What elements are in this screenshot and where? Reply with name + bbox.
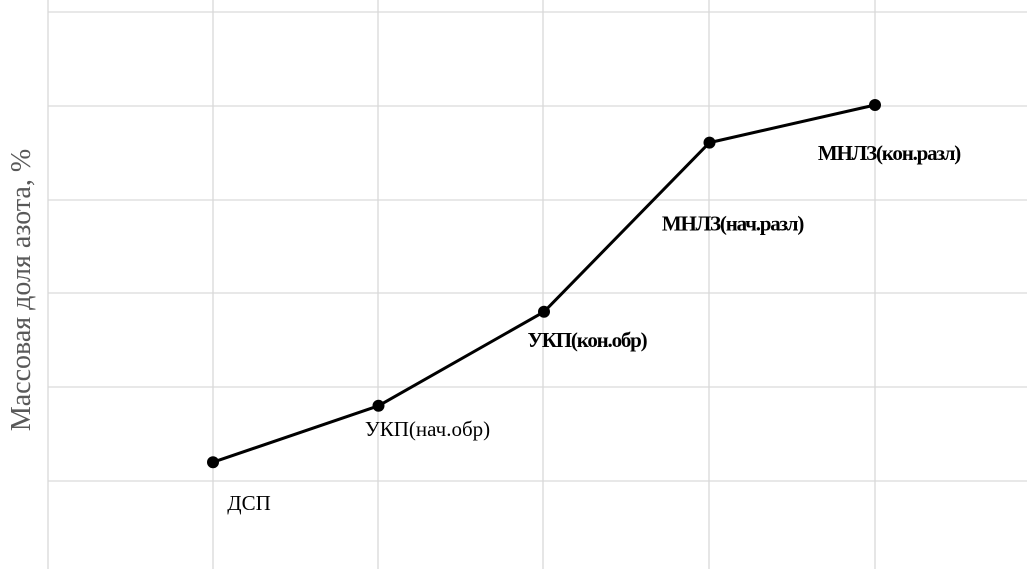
data-points [207,99,881,469]
data-point [703,136,716,149]
data-label: МНЛЗ(нач.разл) [662,212,805,236]
data-point [372,399,385,412]
data-label: МНЛЗ(кон.разл) [818,141,961,165]
y-axis-label: Массовая доля азота, % [6,149,37,431]
data-label: УКП(кон.обр) [528,328,648,352]
data-label: ДСП [227,491,271,515]
data-labels: ДСП УКП(нач.обр) УКП(кон.обр) МНЛЗ(нач.разл… [227,141,962,515]
data-label: УКП(нач.обр) [365,417,490,441]
data-point [869,99,881,111]
data-point [538,305,550,318]
series-line [212,103,876,464]
data-point [207,456,219,469]
chart-grid [47,0,1027,569]
